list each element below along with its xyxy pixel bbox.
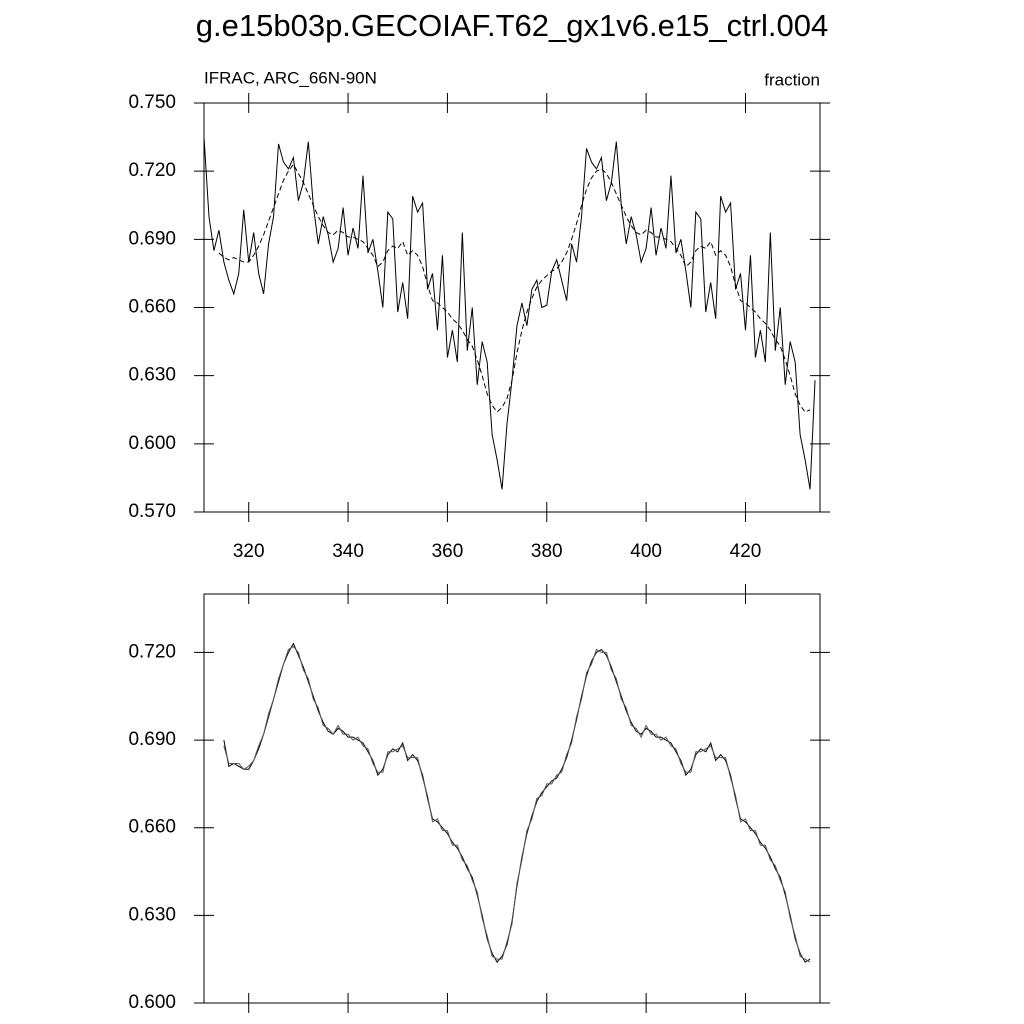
x-tick-label: 340 xyxy=(332,541,364,562)
y-tick-label: 0.690 xyxy=(128,729,176,750)
y-tick-label: 0.720 xyxy=(128,641,176,662)
y-tick-label: 0.660 xyxy=(128,297,176,318)
y-tick-label: 0.600 xyxy=(128,433,176,454)
y-tick-label: 0.660 xyxy=(128,817,176,838)
plot-frame xyxy=(203,102,821,513)
x-tick-label: 360 xyxy=(432,541,464,562)
data-line xyxy=(218,163,811,413)
y-tick-label: 0.720 xyxy=(128,160,176,181)
x-tick-label: 380 xyxy=(531,541,563,562)
y-tick-label: 0.570 xyxy=(128,501,176,522)
y-tick-label: 0.750 xyxy=(128,92,176,113)
x-tick-label: 400 xyxy=(630,541,662,562)
y-tick-label: 0.600 xyxy=(128,992,176,1013)
y-tick-label: 0.690 xyxy=(128,228,176,249)
data-line xyxy=(223,645,811,963)
data-line xyxy=(203,137,816,490)
x-tick-label: 320 xyxy=(233,541,265,562)
plot-frame xyxy=(203,593,821,1004)
subtitle: IFRAC, ARC_66N-90N xyxy=(204,68,377,87)
x-tick-label: 420 xyxy=(730,541,762,562)
y-tick-label: 0.630 xyxy=(128,365,176,386)
page-title: g.e15b03p.GECOIAF.T62_gx1v6.e15_ctrl.004 xyxy=(196,8,828,43)
units-label: fraction xyxy=(764,70,820,89)
y-tick-label: 0.630 xyxy=(128,904,176,925)
